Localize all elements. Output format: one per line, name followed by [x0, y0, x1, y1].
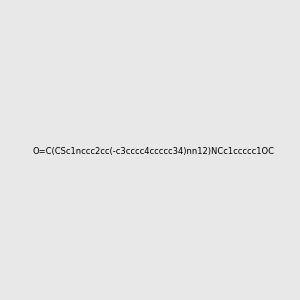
Text: O=C(CSc1nccc2cc(-c3cccc4ccccc34)nn12)NCc1ccccc1OC: O=C(CSc1nccc2cc(-c3cccc4ccccc34)nn12)NCc… — [33, 147, 275, 156]
